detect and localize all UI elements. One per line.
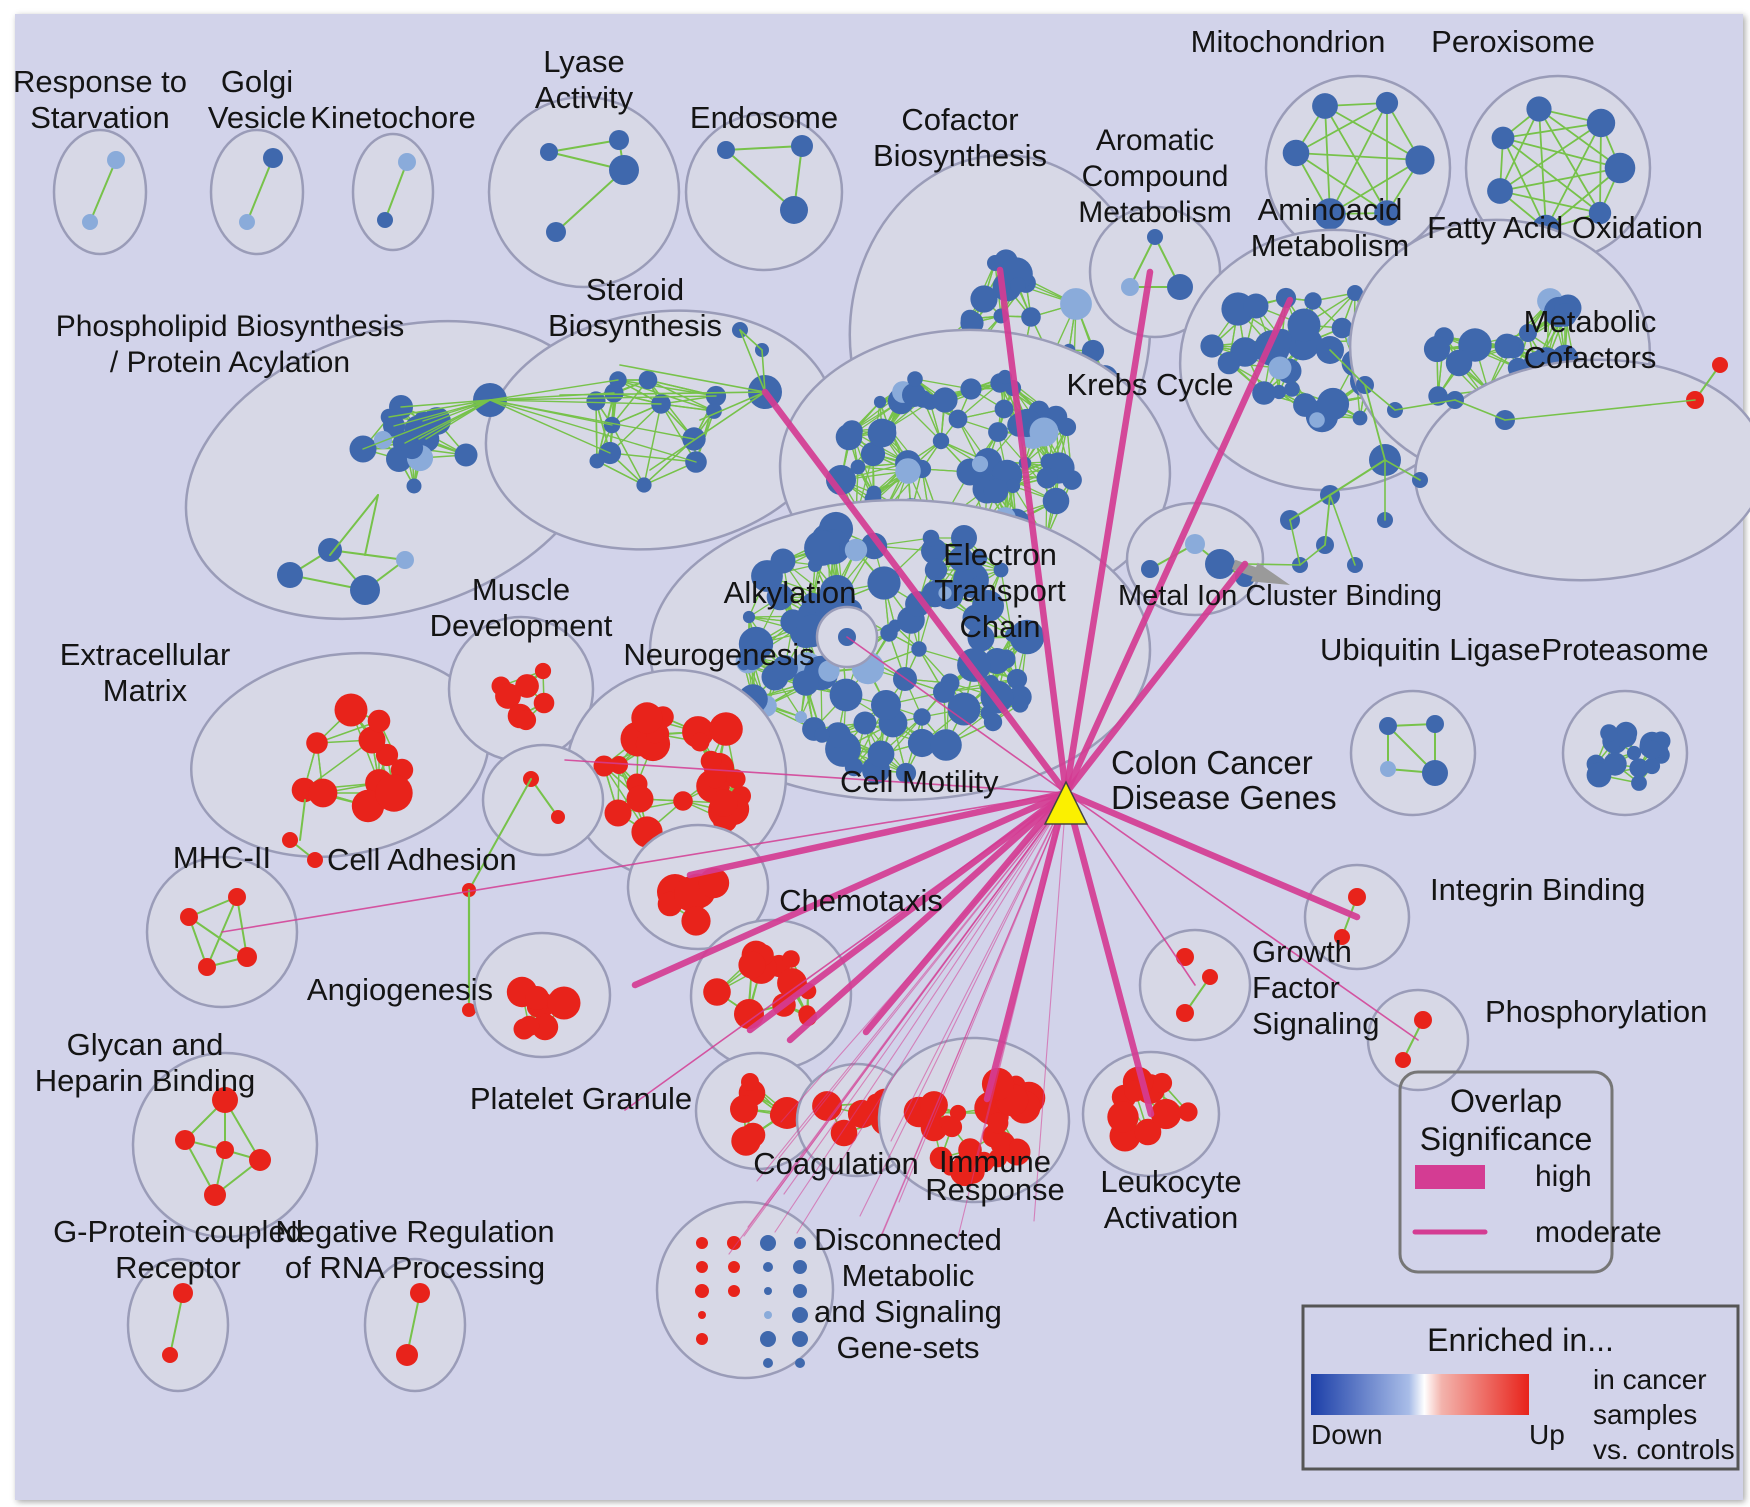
svg-text:Development: Development [430, 608, 613, 643]
svg-text:Metabolic: Metabolic [1524, 304, 1657, 339]
svg-text:Metabolism: Metabolism [1078, 196, 1231, 229]
svg-text:Biosynthesis: Biosynthesis [548, 308, 722, 343]
svg-text:Activity: Activity [535, 80, 634, 115]
svg-text:Biosynthesis: Biosynthesis [873, 138, 1047, 173]
svg-text:Krebs Cycle: Krebs Cycle [1066, 367, 1233, 402]
svg-text:Down: Down [1311, 1419, 1383, 1450]
svg-text:Transport: Transport [934, 573, 1066, 608]
svg-text:Activation: Activation [1104, 1200, 1238, 1235]
svg-text:high: high [1535, 1160, 1592, 1193]
svg-text:and Signaling: and Signaling [814, 1294, 1002, 1329]
svg-text:Overlap: Overlap [1450, 1083, 1562, 1119]
svg-text:Metal Ion Cluster Binding: Metal Ion Cluster Binding [1118, 580, 1442, 612]
svg-text:Matrix: Matrix [103, 673, 188, 708]
svg-text:Fatty Acid Oxidation: Fatty Acid Oxidation [1427, 210, 1703, 245]
svg-text:Lyase: Lyase [543, 44, 625, 79]
svg-text:vs. controls: vs. controls [1593, 1434, 1735, 1465]
svg-text:Disconnected: Disconnected [814, 1222, 1002, 1257]
svg-text:Compound: Compound [1082, 160, 1229, 193]
svg-text:Up: Up [1529, 1419, 1565, 1450]
svg-text:Starvation: Starvation [30, 100, 170, 135]
svg-text:Integrin Binding: Integrin Binding [1430, 872, 1645, 907]
svg-text:Glycan and: Glycan and [67, 1027, 224, 1062]
svg-text:Heparin Binding: Heparin Binding [35, 1063, 256, 1098]
svg-text:Disease Genes: Disease Genes [1111, 779, 1337, 816]
svg-text:Proteasome: Proteasome [1541, 632, 1708, 667]
svg-text:Muscle: Muscle [472, 572, 570, 607]
svg-text:Vesicle: Vesicle [208, 100, 306, 135]
svg-text:Leukocyte: Leukocyte [1100, 1164, 1241, 1199]
svg-text:Extracellular: Extracellular [60, 637, 231, 672]
svg-text:Response: Response [925, 1172, 1065, 1207]
svg-text:Chain: Chain [960, 609, 1041, 644]
svg-text:Mitochondrion: Mitochondrion [1191, 24, 1386, 59]
svg-text:Cofactors: Cofactors [1524, 340, 1657, 375]
svg-text:Phospholipid Biosynthesis: Phospholipid Biosynthesis [56, 310, 405, 343]
svg-text:Kinetochore: Kinetochore [310, 100, 475, 135]
svg-text:Electron: Electron [943, 537, 1057, 572]
svg-text:Ubiquitin Ligase: Ubiquitin Ligase [1320, 632, 1541, 667]
svg-text:Aminoacid: Aminoacid [1258, 192, 1403, 227]
svg-text:Coagulation: Coagulation [753, 1146, 918, 1181]
svg-text:Signaling: Signaling [1252, 1006, 1380, 1041]
svg-text:/ Protein Acylation: / Protein Acylation [110, 346, 350, 379]
svg-text:Receptor: Receptor [115, 1250, 241, 1285]
svg-text:moderate: moderate [1535, 1216, 1662, 1249]
svg-text:Peroxisome: Peroxisome [1431, 24, 1595, 59]
svg-text:Response to: Response to [13, 64, 187, 99]
svg-text:Aromatic: Aromatic [1096, 124, 1214, 157]
svg-text:G-Protein coupled: G-Protein coupled [53, 1214, 303, 1249]
svg-text:Phosphorylation: Phosphorylation [1485, 994, 1707, 1029]
svg-text:Colon Cancer: Colon Cancer [1111, 744, 1313, 781]
svg-text:Gene-sets: Gene-sets [836, 1330, 979, 1365]
svg-text:Metabolic: Metabolic [842, 1258, 975, 1293]
svg-text:Factor: Factor [1252, 970, 1340, 1005]
svg-text:Angiogenesis: Angiogenesis [307, 972, 493, 1007]
svg-text:Steroid: Steroid [586, 272, 684, 307]
svg-text:Metabolism: Metabolism [1251, 228, 1410, 263]
svg-text:Endosome: Endosome [690, 100, 838, 135]
svg-text:Cofactor: Cofactor [901, 102, 1018, 137]
svg-text:Negative Regulation: Negative Regulation [275, 1214, 554, 1249]
svg-text:in cancer: in cancer [1593, 1364, 1707, 1395]
svg-text:Cell Motility: Cell Motility [840, 764, 999, 799]
svg-text:Enriched in...: Enriched in... [1427, 1322, 1614, 1358]
svg-text:Significance: Significance [1420, 1121, 1593, 1157]
svg-text:Neurogenesis: Neurogenesis [623, 637, 814, 672]
svg-text:Growth: Growth [1252, 934, 1352, 969]
svg-text:MHC-II: MHC-II [173, 840, 271, 875]
svg-text:Platelet Granule: Platelet Granule [470, 1081, 692, 1116]
svg-text:Chemotaxis: Chemotaxis [779, 883, 943, 918]
svg-text:Cell Adhesion: Cell Adhesion [327, 842, 517, 877]
svg-text:Alkylation: Alkylation [724, 575, 857, 610]
svg-text:samples: samples [1593, 1399, 1697, 1430]
svg-text:of RNA Processing: of RNA Processing [285, 1250, 545, 1285]
svg-text:Golgi: Golgi [221, 64, 293, 99]
